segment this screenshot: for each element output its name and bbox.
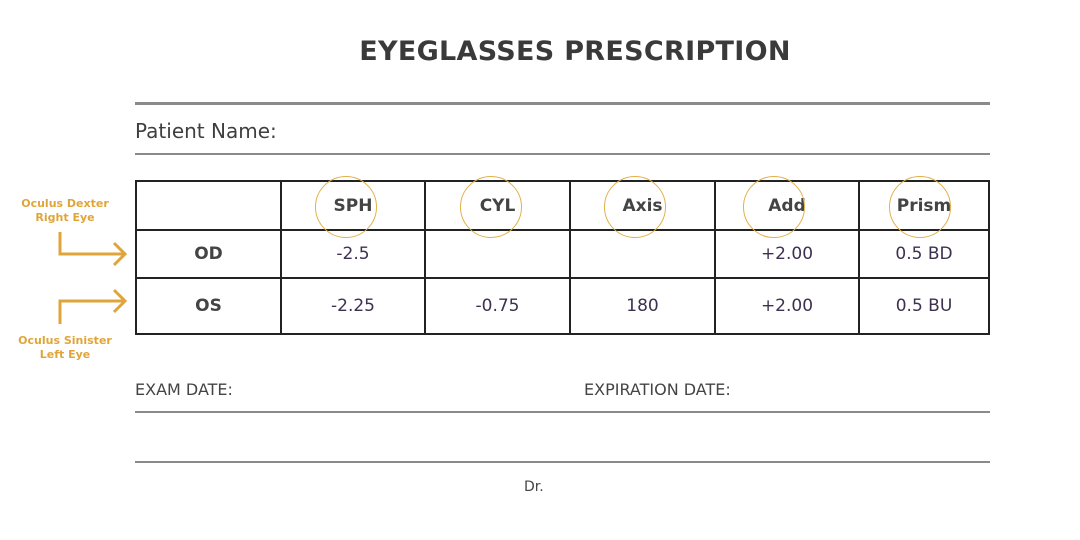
cell-axis	[569, 229, 716, 279]
os-arrow-icon	[58, 288, 128, 324]
annotation-line: Oculus Dexter	[21, 197, 109, 210]
patient-name-label: Patient Name:	[135, 119, 277, 143]
annotation-line: Right Eye	[35, 211, 95, 224]
cell-axis: 180	[569, 277, 716, 335]
highlight-circle	[604, 176, 666, 238]
cell-cyl	[424, 229, 571, 279]
arrow-icons	[58, 232, 128, 324]
annotation-line: Left Eye	[39, 348, 91, 361]
od-annotation: Oculus Dexter Right Eye	[10, 197, 120, 225]
highlight-circle	[460, 176, 522, 238]
cell-add: +2.00	[714, 229, 860, 279]
header-cell	[135, 180, 282, 231]
table-row-os: OS -2.25 -0.75 180 +2.00 0.5 BU	[135, 277, 990, 335]
highlight-circle	[315, 176, 377, 238]
row-label: OS	[135, 277, 282, 335]
patient-name-line	[135, 153, 990, 155]
date-line	[135, 411, 990, 413]
od-arrow-icon	[58, 232, 128, 267]
exam-date-label: EXAM DATE:	[135, 380, 233, 399]
divider	[135, 102, 990, 105]
cell-sph: -2.25	[280, 277, 426, 335]
cell-cyl: -0.75	[424, 277, 571, 335]
row-label: OD	[135, 229, 282, 279]
signature-line	[135, 461, 990, 463]
highlight-circle	[889, 176, 951, 238]
cell-prism: 0.5 BU	[858, 277, 990, 335]
doctor-label: Dr.	[524, 479, 544, 495]
os-annotation: Oculus Sinister Left Eye	[8, 334, 122, 362]
expiration-date-label: EXPIRATION DATE:	[584, 380, 731, 399]
table-row-od: OD -2.5 +2.00 0.5 BD	[135, 229, 990, 279]
table-header-row: SPH CYL Axis Add Prism	[135, 180, 990, 231]
cell-add: +2.00	[714, 277, 860, 335]
page-title: EYEGLASSES PRESCRIPTION	[359, 36, 791, 67]
prescription-table: SPH CYL Axis Add Prism OD -2.5 +2.00 0.5…	[135, 180, 990, 335]
annotation-line: Oculus Sinister	[18, 334, 112, 347]
highlight-circle	[743, 176, 805, 238]
